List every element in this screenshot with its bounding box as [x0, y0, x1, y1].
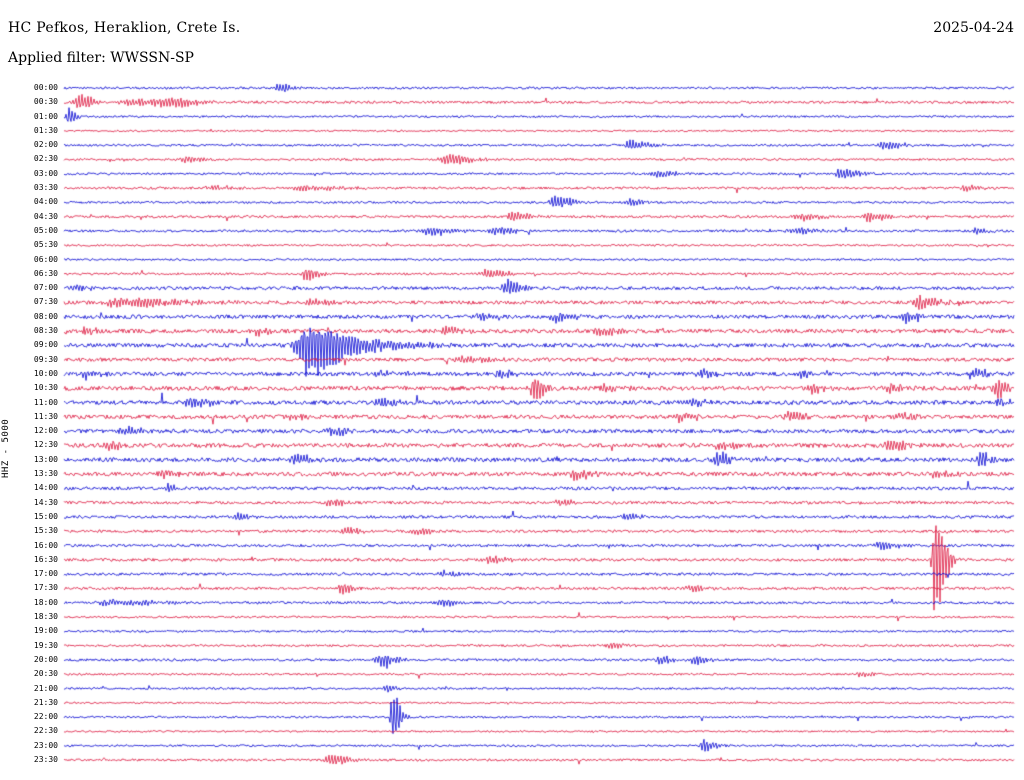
time-label: 15:00: [33, 511, 58, 521]
time-label: 04:30: [33, 211, 58, 221]
time-label: 01:00: [33, 111, 58, 121]
time-label: 06:30: [33, 268, 58, 278]
time-label: 01:30: [33, 125, 58, 135]
time-label: 18:30: [33, 612, 58, 622]
time-label: 05:30: [33, 240, 58, 250]
time-label: 10:30: [33, 383, 58, 393]
record-date: 2025-04-24: [933, 20, 1014, 36]
time-label: 19:30: [33, 640, 58, 650]
time-label: 14:30: [33, 497, 58, 507]
time-label: 11:30: [33, 411, 58, 421]
time-label: 19:00: [33, 626, 58, 636]
time-label: 02:00: [33, 140, 58, 150]
station-title: HC Pefkos, Heraklion, Crete Is.: [8, 20, 241, 36]
time-label: 13:30: [33, 469, 58, 479]
time-label: 07:30: [33, 297, 58, 307]
time-label: 16:00: [33, 540, 58, 550]
time-label: 20:30: [33, 669, 58, 679]
time-label: 23:00: [33, 740, 58, 750]
time-label: 12:00: [33, 426, 58, 436]
time-label: 16:30: [33, 554, 58, 564]
time-label: 17:00: [33, 569, 58, 579]
time-label: 18:00: [33, 597, 58, 607]
time-label: 04:00: [33, 197, 58, 207]
time-label: 13:00: [33, 454, 58, 464]
time-label: 00:30: [33, 97, 58, 107]
time-label: 11:00: [33, 397, 58, 407]
applied-filter-label: Applied filter: WWSSN-SP: [8, 50, 194, 66]
time-label: 02:30: [33, 154, 58, 164]
time-label: 09:30: [33, 354, 58, 364]
time-label: 08:00: [33, 311, 58, 321]
time-label: 21:00: [33, 683, 58, 693]
time-label: 05:00: [33, 225, 58, 235]
time-label: 07:00: [33, 283, 58, 293]
time-label: 03:00: [33, 168, 58, 178]
time-label: 23:30: [33, 755, 58, 764]
time-label: 20:00: [33, 654, 58, 664]
time-label: 00:00: [33, 83, 58, 92]
time-label: 09:00: [33, 340, 58, 350]
time-label: 22:00: [33, 712, 58, 722]
time-labels: 00:00 00:30 01:00 01:30 02:00 02:30 03:00 03:30…: [0, 0, 60, 780]
time-label: 08:30: [33, 326, 58, 336]
time-label: 14:00: [33, 483, 58, 493]
time-label: 21:30: [33, 697, 58, 707]
time-label: 17:30: [33, 583, 58, 593]
time-label: 22:30: [33, 726, 58, 736]
time-label: 06:00: [33, 254, 58, 264]
time-label: 12:30: [33, 440, 58, 450]
time-label: 10:00: [33, 368, 58, 378]
time-label: 15:30: [33, 526, 58, 536]
time-label: 03:30: [33, 183, 58, 193]
